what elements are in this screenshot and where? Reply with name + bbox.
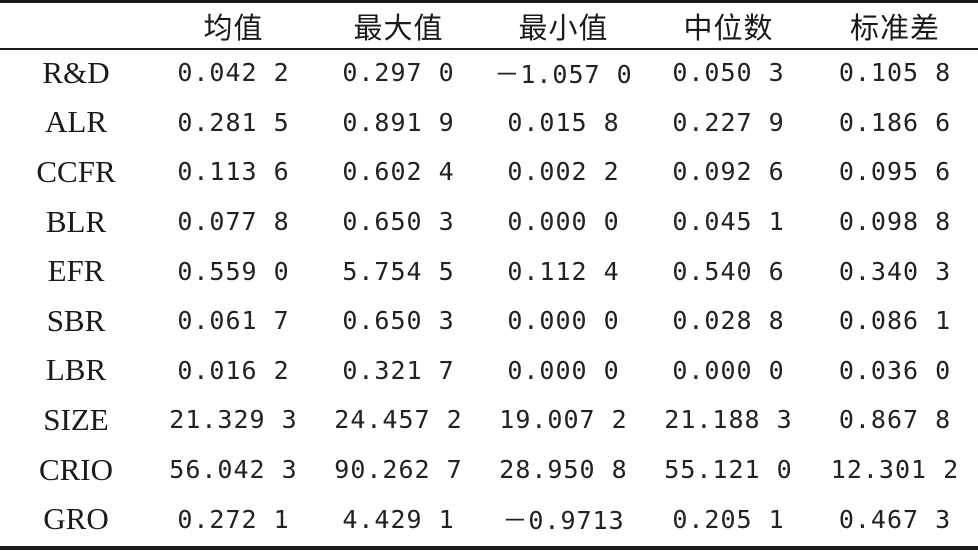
cell-min: 0.000 0 bbox=[507, 355, 620, 385]
cell-mean: 0.272 1 bbox=[177, 504, 290, 534]
table-row: BLR 0.077 8 0.650 3 0.000 0 0.045 1 0.09… bbox=[0, 197, 978, 247]
cell-std: 0.095 6 bbox=[838, 157, 952, 187]
table-row: GRO 0.272 1 4.429 1 －0.9713 0.205 1 0.46… bbox=[0, 494, 978, 544]
table-row: SBR 0.061 7 0.650 3 0.000 0 0.028 8 0.08… bbox=[0, 296, 978, 346]
cell-max: 0.891 9 bbox=[342, 107, 455, 137]
header-cell-max: 最大值 bbox=[353, 10, 444, 45]
cell-mean: 0.016 2 bbox=[177, 355, 290, 385]
table-row: EFR 0.559 0 5.754 5 0.112 4 0.540 6 0.34… bbox=[0, 246, 978, 296]
row-variable-name: SBR bbox=[46, 302, 106, 338]
header-cell-min: 最小值 bbox=[518, 10, 609, 45]
cell-max: 0.321 7 bbox=[342, 355, 455, 385]
cell-min: 19.007 2 bbox=[499, 405, 628, 435]
table-row: R&D 0.042 2 0.297 0 －1.057 0 0.050 3 0.1… bbox=[0, 48, 978, 98]
cell-median: 21.188 3 bbox=[664, 405, 793, 435]
cell-median: 55.121 0 bbox=[664, 455, 793, 485]
row-variable-name: R&D bbox=[42, 54, 110, 90]
row-variable-name: LBR bbox=[45, 352, 107, 388]
descriptive-statistics-table: 均值 最大值 最小值 中位数 标准差 R&D 0.042 2 0.297 0 －… bbox=[0, 3, 978, 544]
cell-mean: 21.329 3 bbox=[169, 405, 298, 435]
cell-mean: 0.042 2 bbox=[177, 58, 290, 88]
cell-std: 0.340 3 bbox=[838, 256, 952, 286]
cell-mean: 0.559 0 bbox=[177, 256, 290, 286]
row-variable-name: ALR bbox=[45, 104, 107, 140]
cell-mean: 0.077 8 bbox=[177, 207, 290, 237]
row-variable-name: SIZE bbox=[43, 401, 109, 437]
cell-max: 0.650 3 bbox=[342, 306, 455, 336]
cell-min: 0.000 0 bbox=[507, 207, 620, 237]
cell-mean: 0.281 5 bbox=[177, 107, 290, 137]
cell-mean: 0.061 7 bbox=[177, 306, 290, 336]
cell-median: 0.000 0 bbox=[672, 355, 785, 385]
table-row: CRIO 56.042 3 90.262 7 28.950 8 55.121 0… bbox=[0, 445, 978, 495]
cell-min: －1.057 0 bbox=[494, 59, 633, 89]
table-row: CCFR 0.113 6 0.602 4 0.002 2 0.092 6 0.0… bbox=[0, 147, 978, 197]
cell-min: －0.9713 bbox=[502, 506, 625, 536]
table-row: LBR 0.016 2 0.321 7 0.000 0 0.000 0 0.03… bbox=[0, 346, 978, 396]
cell-min: 0.015 8 bbox=[507, 107, 620, 137]
cell-max: 0.650 3 bbox=[342, 207, 455, 237]
cell-std: 0.467 3 bbox=[838, 504, 952, 534]
header-cell-mean: 均值 bbox=[203, 10, 264, 45]
row-variable-name: CRIO bbox=[38, 451, 114, 487]
cell-mean: 0.113 6 bbox=[177, 157, 290, 187]
cell-std: 0.186 6 bbox=[838, 107, 952, 137]
header-cell-median: 中位数 bbox=[683, 10, 774, 45]
cell-median: 0.050 3 bbox=[672, 58, 785, 88]
cell-mean: 56.042 3 bbox=[169, 455, 298, 485]
header-cell-std: 标准差 bbox=[849, 10, 940, 45]
cell-std: 12.301 2 bbox=[830, 455, 960, 485]
cell-max: 0.602 4 bbox=[342, 157, 455, 187]
cell-median: 0.227 9 bbox=[672, 107, 785, 137]
table-row: ALR 0.281 5 0.891 9 0.015 8 0.227 9 0.18… bbox=[0, 98, 978, 148]
cell-max: 90.262 7 bbox=[334, 455, 463, 485]
cell-min: 28.950 8 bbox=[499, 455, 628, 485]
row-variable-name: CCFR bbox=[36, 153, 116, 189]
table-row: SIZE 21.329 3 24.457 2 19.007 2 21.188 3… bbox=[0, 395, 978, 445]
cell-min: 0.000 0 bbox=[507, 306, 620, 336]
cell-std: 0.098 8 bbox=[838, 207, 952, 237]
cell-median: 0.092 6 bbox=[672, 157, 785, 187]
row-variable-name: EFR bbox=[47, 253, 105, 289]
cell-min: 0.112 4 bbox=[507, 256, 620, 286]
table-top-rule bbox=[0, 0, 978, 3]
table-bottom-rule bbox=[0, 546, 978, 550]
cell-median: 0.205 1 bbox=[672, 504, 785, 534]
cell-std: 0.036 0 bbox=[838, 355, 952, 385]
cell-min: 0.002 2 bbox=[507, 157, 620, 187]
cell-max: 0.297 0 bbox=[342, 58, 455, 88]
table-header-row: 均值 最大值 最小值 中位数 标准差 bbox=[0, 3, 978, 48]
row-variable-name: BLR bbox=[45, 203, 107, 239]
table-header-rule bbox=[0, 48, 978, 50]
header-cell-variable bbox=[0, 3, 152, 48]
cell-median: 0.028 8 bbox=[672, 306, 785, 336]
cell-std: 0.867 8 bbox=[838, 405, 952, 435]
cell-median: 0.045 1 bbox=[672, 207, 785, 237]
cell-median: 0.540 6 bbox=[672, 256, 785, 286]
cell-std: 0.086 1 bbox=[838, 306, 952, 336]
cell-max: 24.457 2 bbox=[334, 405, 463, 435]
cell-max: 5.754 5 bbox=[342, 256, 455, 286]
cell-max: 4.429 1 bbox=[342, 504, 455, 534]
row-variable-name: GRO bbox=[43, 501, 109, 537]
cell-std: 0.105 8 bbox=[838, 58, 952, 88]
